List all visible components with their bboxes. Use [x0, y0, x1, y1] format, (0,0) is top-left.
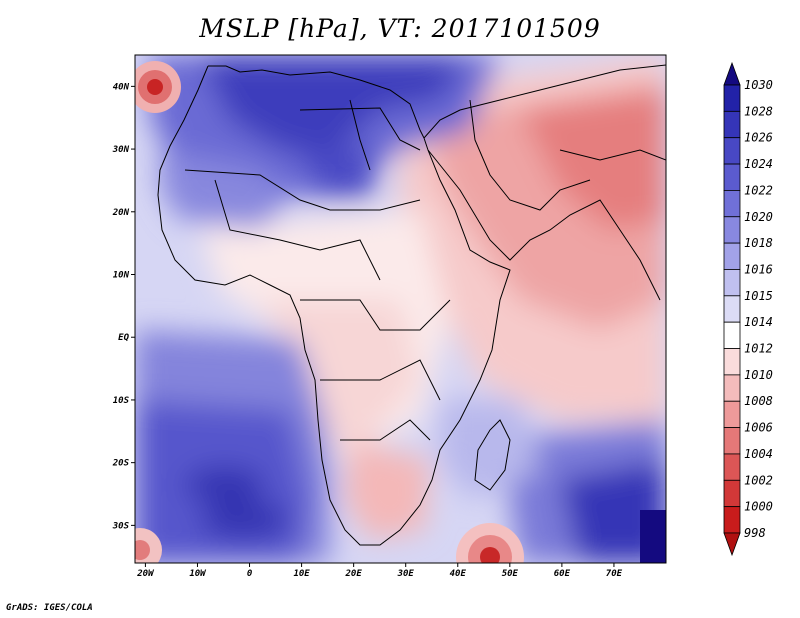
colorbar-swatch	[723, 321, 741, 349]
map-frame	[134, 54, 667, 564]
y-tick-label: 30N	[112, 145, 130, 155]
x-tick-label: 50E	[502, 569, 519, 579]
x-tick-label: 10W	[189, 569, 207, 579]
coastlines	[157, 64, 666, 546]
colorbar-swatch	[723, 348, 741, 376]
colorbar-swatch	[723, 400, 741, 428]
colorbar-label: 1020	[744, 210, 773, 224]
colorbar-label: 1000	[744, 500, 773, 514]
x-tick-label: 60E	[554, 569, 571, 579]
colorbar-label: 1014	[744, 315, 773, 329]
colorbar-label: 1024	[744, 157, 773, 171]
x-tick-label: 30E	[397, 569, 415, 579]
colorbar-bottom-arrow	[723, 532, 741, 557]
colorbar-swatch	[723, 84, 741, 112]
x-tick-label: 70E	[606, 569, 623, 579]
colorbar-swatch	[723, 506, 741, 534]
colorbar-top-arrow	[723, 61, 741, 86]
x-tick-label: 20W	[136, 569, 155, 579]
colorbar-label: 1022	[744, 183, 773, 197]
y-tick-label: 10S	[113, 396, 130, 406]
colorbar-label: 1015	[744, 289, 773, 303]
colorbar-swatch	[723, 479, 741, 508]
y-tick-label: EQ	[118, 333, 129, 343]
colorbar: 1030 1028 1026 1024 1022 1020 1018 1016 1015 1014…	[723, 61, 773, 557]
colorbar-label: 1028	[744, 104, 773, 118]
colorbar-swatch	[723, 295, 741, 323]
y-tick-label: 30S	[112, 521, 130, 531]
colorbar-label: 1004	[744, 447, 773, 461]
credit-text: GrADS: IGES/COLA	[6, 603, 93, 613]
colorbar-swatch	[723, 163, 741, 191]
colorbar-label: 1008	[744, 394, 773, 408]
x-tick-label: 40E	[450, 569, 467, 579]
y-tick-label: 20N	[112, 208, 130, 218]
x-tick-label: 20E	[345, 569, 363, 579]
colorbar-swatch	[723, 427, 741, 455]
y-tick-label: 20S	[112, 459, 130, 469]
y-tick-label: 40N	[113, 82, 130, 92]
x-tick-label: 10E	[293, 569, 310, 579]
colorbar-label: 1010	[744, 368, 773, 382]
y-tick-label: 10N	[113, 271, 130, 281]
colorbar-label: 1030	[744, 78, 773, 92]
colorbar-label: 1006	[744, 421, 773, 435]
pressure-field	[135, 55, 666, 563]
colorbar-swatch	[723, 242, 741, 270]
colorbar-label: 998	[744, 526, 766, 540]
colorbar-swatch	[723, 110, 741, 139]
colorbar-label: 1012	[744, 342, 773, 356]
colorbar-swatch	[723, 190, 741, 218]
y-axis-ticks: 40N 30N 20N 10N EQ 10S 20S 30S	[112, 82, 135, 531]
colorbar-label: 1002	[744, 473, 773, 487]
colorbar-swatch	[723, 137, 741, 165]
colorbar-label: 1026	[744, 131, 773, 145]
colorbar-label: 1016	[744, 262, 773, 276]
chart-title: MSLP [hPa], VT: 2017101509	[199, 14, 601, 43]
colorbar-swatch	[723, 269, 741, 297]
colorbar-swatch	[723, 216, 741, 244]
colorbar-swatch	[723, 453, 741, 481]
colorbar-swatch	[723, 374, 741, 402]
colorbar-label: 1018	[744, 236, 773, 250]
x-axis-ticks: 20W 10W 0 10E 20E 30E 40E 50E 60E 70E	[136, 563, 623, 579]
x-tick-label: 0	[247, 569, 253, 579]
